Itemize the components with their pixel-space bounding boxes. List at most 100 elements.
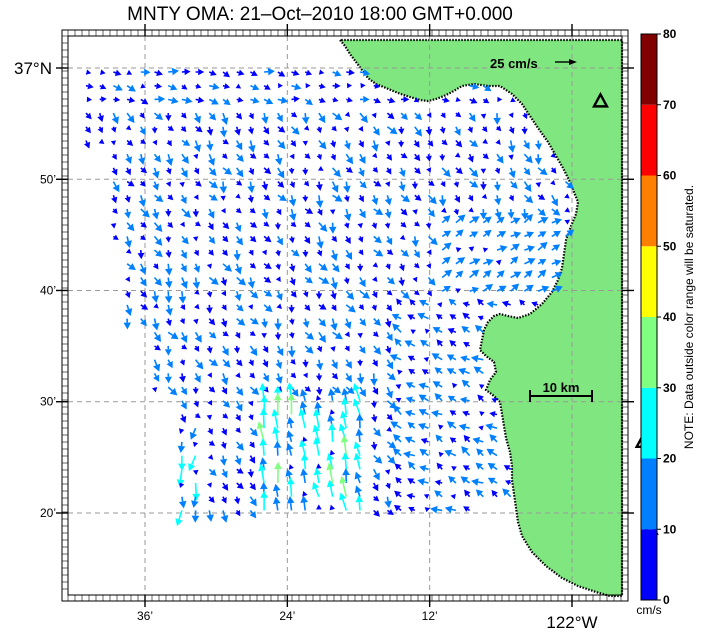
arrow-head bbox=[290, 291, 297, 298]
current-arrow bbox=[398, 181, 406, 192]
current-arrow bbox=[193, 112, 201, 124]
current-arrow bbox=[425, 222, 432, 229]
arrow-head bbox=[236, 388, 244, 396]
arrow-head bbox=[372, 331, 379, 338]
current-arrow bbox=[475, 462, 484, 470]
arrow-shaft bbox=[126, 112, 131, 118]
current-arrow bbox=[523, 167, 531, 176]
arrow-shaft bbox=[222, 468, 226, 473]
current-arrow bbox=[384, 195, 392, 206]
arrow-shaft bbox=[482, 85, 487, 89]
current-arrow bbox=[261, 208, 269, 220]
current-arrow bbox=[394, 490, 402, 498]
current-arrow bbox=[330, 249, 338, 262]
arrow-shaft bbox=[400, 249, 405, 254]
current-arrow bbox=[387, 97, 396, 104]
arrow-head bbox=[288, 265, 296, 272]
current-arrow bbox=[329, 504, 336, 511]
current-arrow bbox=[418, 423, 429, 431]
arrow-head bbox=[326, 462, 334, 471]
current-arrow bbox=[85, 83, 94, 90]
arrow-head bbox=[456, 270, 464, 278]
colorbar-tick-label-3: 30 bbox=[663, 381, 677, 395]
current-arrow bbox=[234, 509, 241, 517]
arrow-head bbox=[233, 253, 241, 261]
arrow-shaft bbox=[345, 235, 349, 240]
arrow-shaft bbox=[153, 249, 159, 254]
current-arrow bbox=[480, 113, 487, 120]
arrow-head bbox=[384, 211, 392, 219]
arrow-head bbox=[385, 140, 391, 147]
current-arrow bbox=[403, 450, 415, 459]
arrow-head bbox=[357, 236, 364, 243]
arrow-head bbox=[327, 388, 336, 396]
arrow-shaft bbox=[194, 167, 198, 170]
arrow-head bbox=[193, 401, 200, 408]
arrow-head bbox=[371, 144, 379, 152]
arrow-head bbox=[385, 390, 393, 399]
arrow-head bbox=[372, 484, 379, 492]
arrow-head bbox=[286, 382, 294, 390]
arrow-head bbox=[124, 196, 131, 203]
current-arrow bbox=[343, 277, 350, 285]
current-arrow bbox=[220, 441, 227, 450]
current-arrow bbox=[373, 97, 382, 104]
current-arrow bbox=[414, 221, 421, 227]
current-arrow bbox=[221, 112, 229, 126]
arrow-head bbox=[423, 494, 430, 499]
current-arrow bbox=[318, 318, 327, 327]
arrow-head bbox=[259, 438, 268, 446]
arrow-shaft bbox=[126, 195, 129, 198]
arrow-head bbox=[390, 421, 399, 429]
arrow-shaft bbox=[536, 303, 539, 306]
current-arrow bbox=[446, 368, 457, 375]
current-arrow bbox=[193, 318, 199, 325]
arrow-head bbox=[428, 180, 435, 187]
arrow-shaft bbox=[318, 276, 324, 281]
arrow-shaft bbox=[466, 329, 471, 333]
current-arrow bbox=[462, 301, 470, 308]
arrow-shaft bbox=[424, 385, 429, 388]
arrow-head bbox=[429, 237, 438, 246]
current-arrow bbox=[208, 69, 217, 76]
arrow-shaft bbox=[386, 318, 389, 322]
arrow-head bbox=[342, 468, 350, 476]
current-arrow bbox=[153, 331, 161, 342]
arrow-head bbox=[461, 379, 470, 388]
current-arrow bbox=[236, 359, 243, 367]
current-arrow bbox=[220, 195, 226, 201]
arrow-head bbox=[235, 207, 242, 214]
arrow-shaft bbox=[277, 181, 281, 185]
arrow-shaft bbox=[249, 222, 253, 225]
arrow-head bbox=[385, 347, 392, 354]
arrow-head bbox=[316, 209, 323, 216]
arrow-head bbox=[206, 291, 213, 298]
current-arrow bbox=[461, 326, 471, 333]
arrow-shaft bbox=[386, 400, 393, 406]
arrow-head bbox=[234, 498, 241, 505]
arrow-shaft bbox=[373, 455, 378, 460]
arrow-shaft bbox=[290, 140, 294, 143]
current-arrow bbox=[358, 153, 366, 165]
arrow-head bbox=[344, 331, 350, 338]
arrow-head bbox=[478, 384, 485, 390]
arrow-head bbox=[470, 169, 479, 178]
arrow-shaft bbox=[438, 329, 443, 334]
arrow-head bbox=[306, 207, 314, 214]
arrow-head bbox=[112, 208, 118, 215]
arrow-head bbox=[305, 69, 313, 76]
arrow-head bbox=[221, 290, 227, 297]
arrow-shaft bbox=[359, 181, 363, 185]
arrow-shaft bbox=[506, 492, 512, 498]
colorbar-tick-label-0: 0 bbox=[663, 593, 670, 607]
current-arrow bbox=[124, 236, 132, 248]
current-arrow bbox=[345, 166, 353, 173]
current-arrow bbox=[413, 262, 420, 269]
arrow-shaft bbox=[249, 126, 252, 130]
current-arrow bbox=[151, 126, 158, 134]
arrow-shaft bbox=[222, 263, 228, 268]
arrow-shaft bbox=[208, 359, 214, 363]
current-arrow bbox=[248, 304, 254, 310]
current-arrow bbox=[473, 366, 484, 375]
arrow-shaft bbox=[465, 426, 470, 429]
